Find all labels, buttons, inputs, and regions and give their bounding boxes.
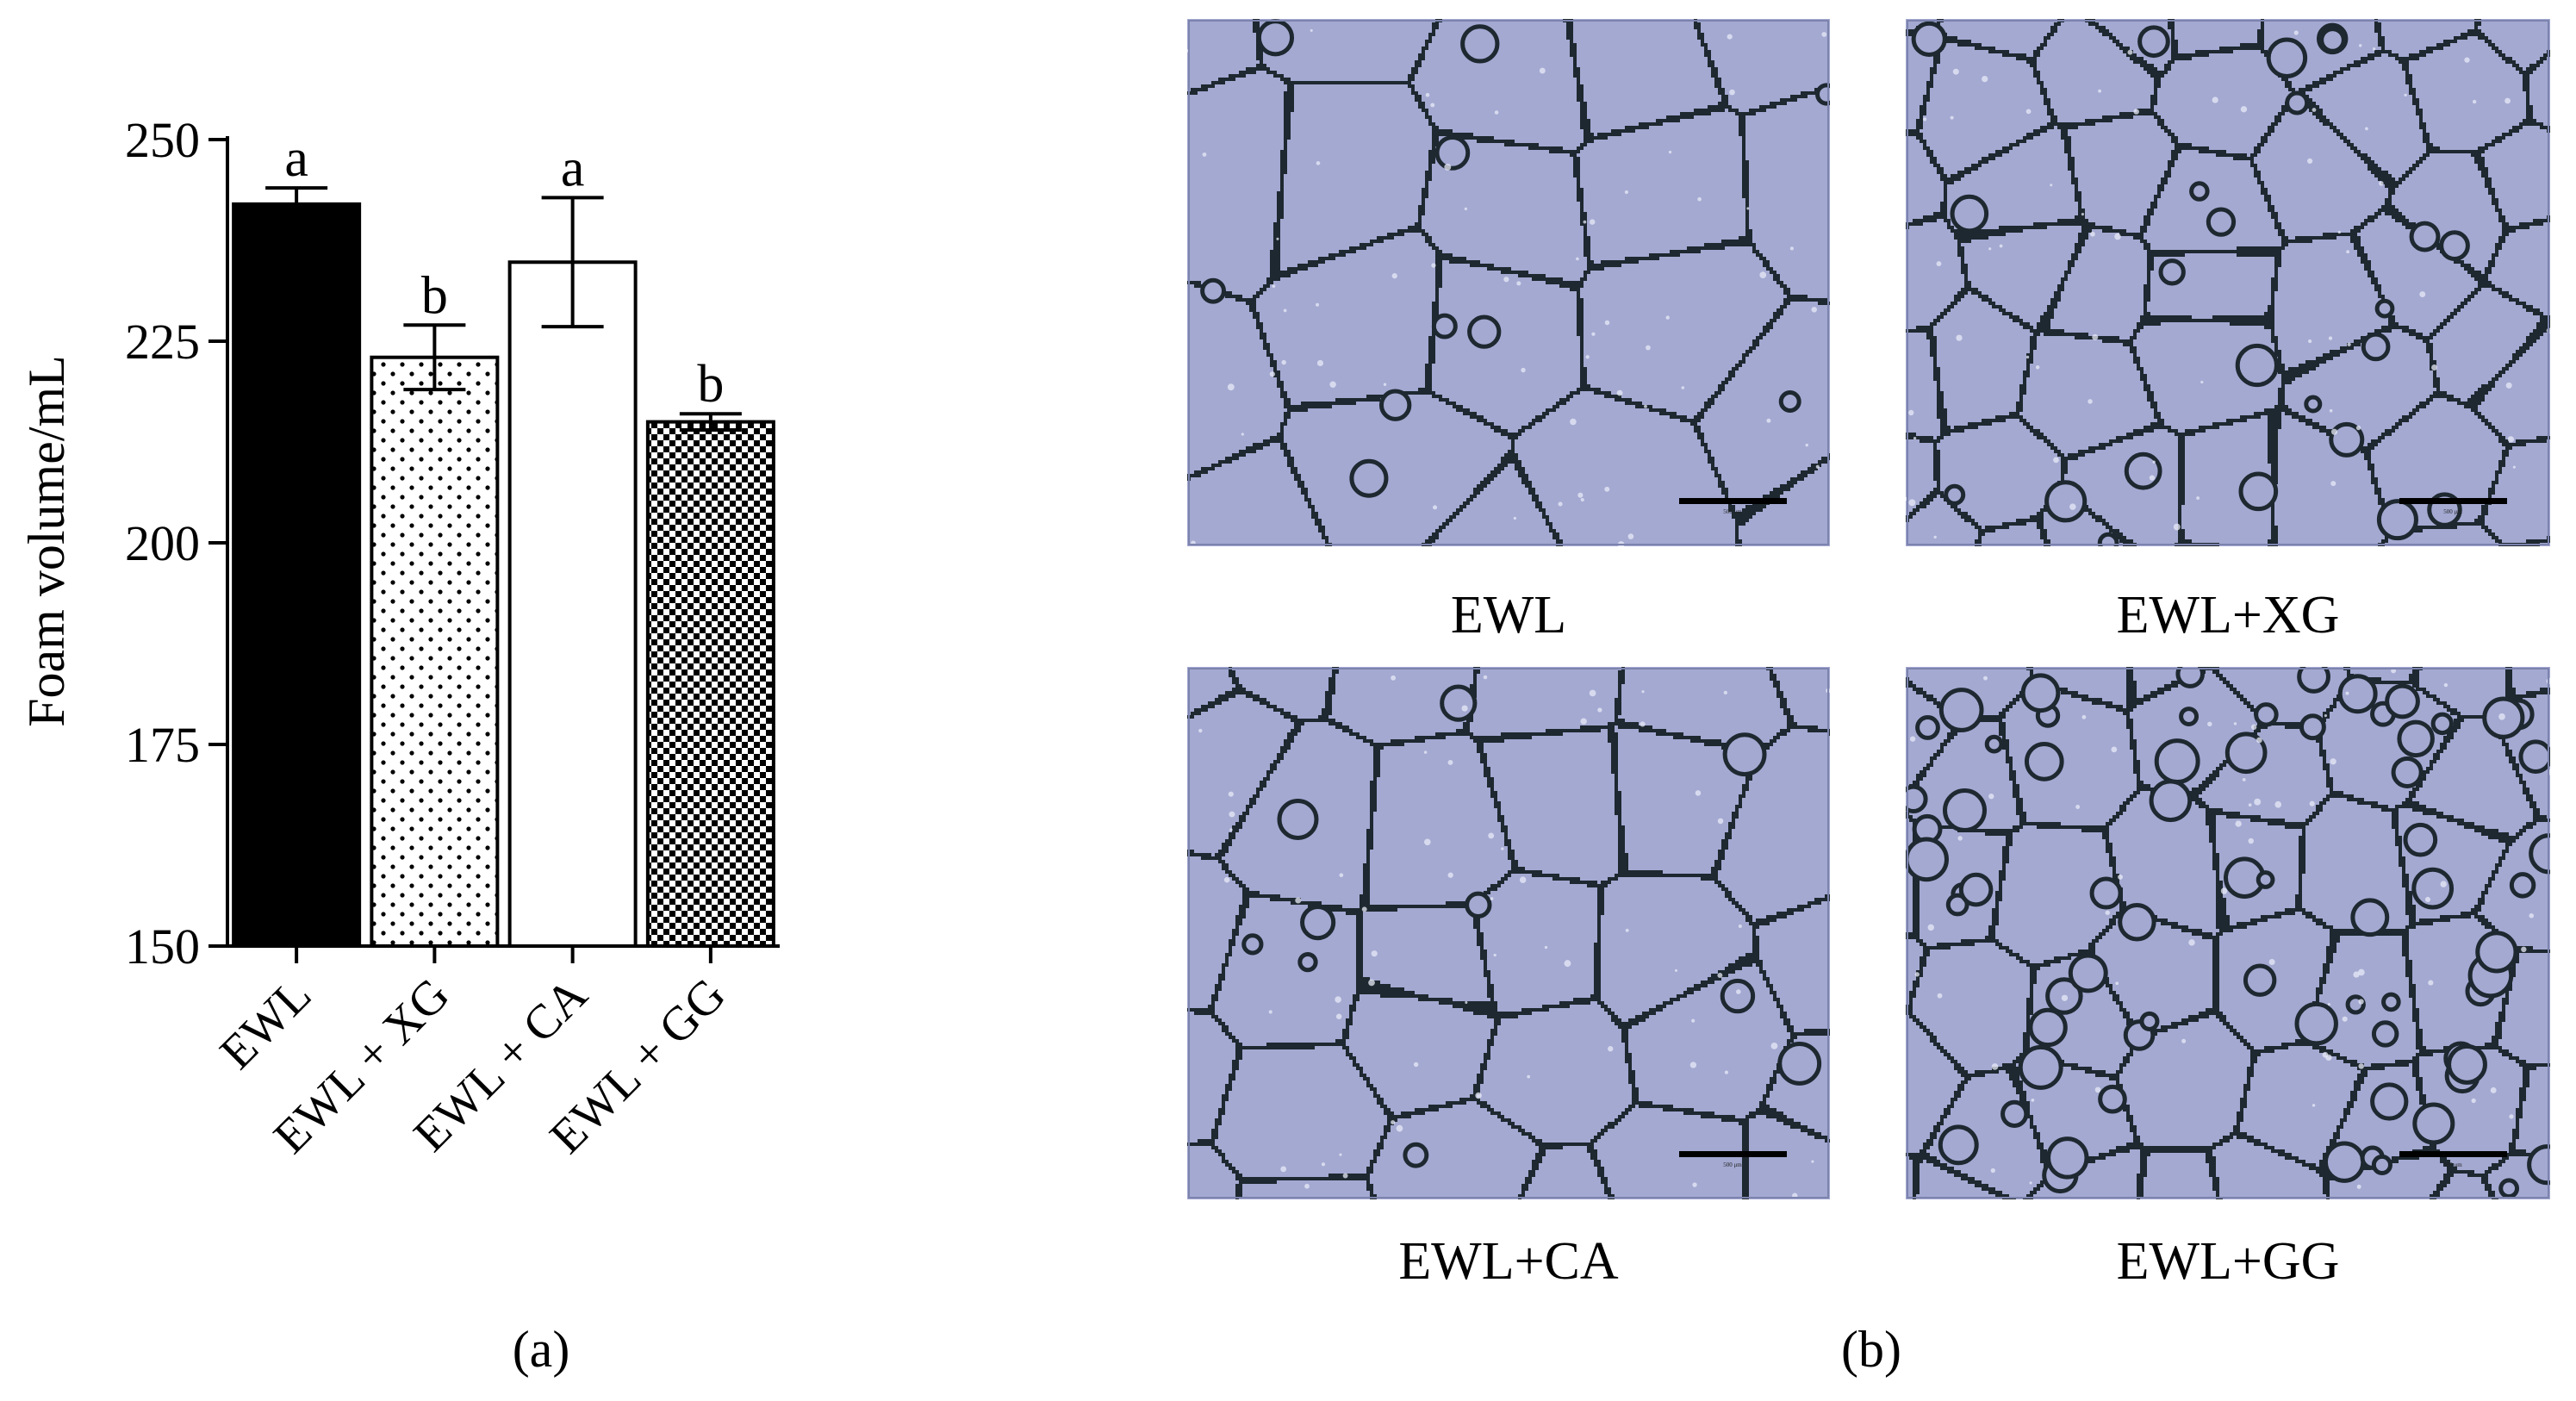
panel-label-a: (a) bbox=[513, 1321, 570, 1378]
scale-bar-3: 500 μm bbox=[2399, 1151, 2507, 1168]
bar-3 bbox=[645, 420, 775, 949]
svg-text:500 μm: 500 μm bbox=[1723, 508, 1742, 515]
significance-label-1: b bbox=[421, 266, 448, 325]
scale-bar-1: 500 μm bbox=[2399, 498, 2507, 515]
error-bar-3 bbox=[679, 412, 742, 432]
svg-text:500 μm: 500 μm bbox=[2443, 1161, 2462, 1168]
micrograph-caption-0: EWL bbox=[1451, 586, 1566, 644]
y-tick-label-0: 150 bbox=[125, 918, 200, 974]
significance-label-2: a bbox=[561, 139, 585, 197]
svg-text:500 μm: 500 μm bbox=[2443, 508, 2462, 515]
scale-bar-0: 500 μm bbox=[1679, 498, 1787, 515]
y-ticks: 150 175 200 225 250 bbox=[125, 112, 227, 974]
significance-label-0: a bbox=[284, 129, 308, 188]
y-tick-label-3: 225 bbox=[125, 314, 200, 370]
svg-text:500 μm: 500 μm bbox=[1723, 1161, 1742, 1168]
micrograph-caption-2: EWL+CA bbox=[1398, 1232, 1619, 1291]
error-bar-0 bbox=[265, 186, 328, 222]
scale-bar-2: 500 μm bbox=[1679, 1151, 1787, 1168]
error-bar-2 bbox=[541, 196, 604, 329]
micrograph-1: 500 μm bbox=[1906, 19, 2550, 546]
y-tick-label-2: 200 bbox=[125, 515, 200, 571]
micrograph-caption-1: EWL+XG bbox=[2117, 586, 2340, 644]
micrograph-0: 500 μm bbox=[1187, 19, 1830, 546]
micrograph-2: 500 μm bbox=[1187, 667, 1830, 1199]
bubble-walls bbox=[1187, 19, 1830, 546]
panel-label-b: (b) bbox=[1841, 1321, 1901, 1378]
bubble-walls bbox=[1906, 667, 2550, 1199]
significance-label-3: b bbox=[697, 355, 724, 414]
y-tick-label-4: 250 bbox=[125, 112, 200, 168]
bar-0 bbox=[232, 202, 362, 948]
significance-letters: a b a b bbox=[284, 129, 724, 414]
bubble-walls bbox=[1906, 19, 2550, 546]
bar-2 bbox=[507, 260, 638, 949]
y-tick-label-1: 175 bbox=[125, 717, 200, 773]
error-bars bbox=[265, 186, 742, 432]
micrographs: 500 μm EWL 500 μm EWL+XG 500 μm EWL+CA 500 μm E… bbox=[1187, 19, 2550, 1291]
micrograph-3: 500 μm bbox=[1906, 667, 2550, 1199]
x-tick-label-0: EWL bbox=[210, 968, 322, 1080]
bars bbox=[232, 202, 775, 949]
micrograph-caption-3: EWL+GG bbox=[2117, 1232, 2340, 1291]
bar-1 bbox=[370, 355, 500, 949]
error-bar-1 bbox=[403, 323, 466, 392]
y-axis-title: Foam volume/mL bbox=[18, 355, 75, 727]
